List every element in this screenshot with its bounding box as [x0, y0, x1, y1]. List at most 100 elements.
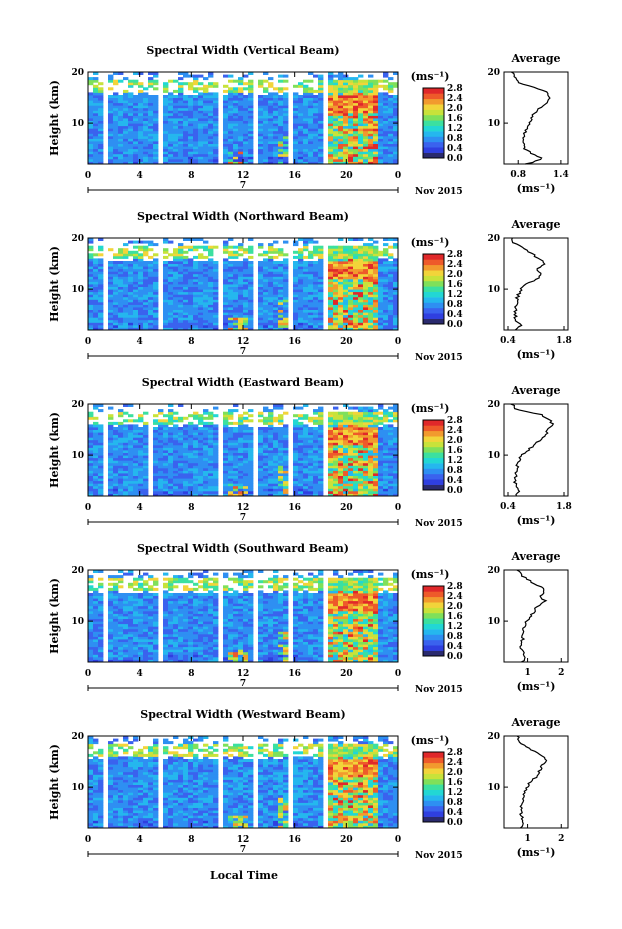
heatmap-cell	[143, 457, 149, 461]
heatmap-cell	[298, 95, 304, 98]
heatmap-cell	[378, 110, 384, 114]
heatmap-cell	[93, 442, 99, 446]
heatmap-cell	[203, 84, 209, 88]
heatmap-cell	[343, 322, 349, 326]
heatmap-cell	[228, 452, 234, 456]
heatmap-cell	[198, 314, 204, 318]
heatmap-cell	[318, 118, 324, 121]
heatmap-cell	[243, 261, 249, 264]
heatmap-cell	[98, 437, 104, 441]
heatmap-cell	[333, 245, 339, 249]
heatmap-cell	[248, 92, 254, 96]
heatmap-cell	[283, 319, 289, 323]
heatmap-cell	[93, 319, 99, 323]
heatmap-cell	[213, 151, 219, 155]
heatmap-cell	[143, 138, 149, 142]
heatmap-cell	[303, 483, 309, 487]
heatmap-cell	[348, 110, 354, 114]
heatmap-cell	[213, 475, 219, 479]
heatmap-cell	[328, 148, 334, 152]
heatmap-cell	[333, 250, 339, 254]
heatmap-cell	[163, 240, 169, 244]
heatmap-cell	[393, 284, 399, 287]
heatmap-cell	[198, 158, 204, 162]
heatmap-cell	[338, 118, 344, 121]
heatmap-cell	[223, 286, 229, 290]
heatmap-cell	[293, 442, 299, 446]
heatmap-cell	[328, 143, 334, 147]
heatmap-cell	[88, 284, 94, 287]
heatmap-cell	[193, 475, 199, 479]
heatmap-cell	[193, 314, 199, 318]
heatmap-cell	[128, 447, 134, 451]
heatmap-cell	[118, 450, 124, 453]
heatmap-cell	[113, 107, 119, 111]
heatmap-cell	[183, 72, 189, 75]
heatmap-cell	[283, 74, 289, 78]
heatmap-cell	[248, 143, 254, 147]
heatmap-cell	[348, 271, 354, 275]
heatmap-cell	[238, 434, 244, 438]
heatmap-cell	[198, 427, 204, 430]
heatmap-cell	[358, 268, 364, 272]
heatmap-cell	[128, 488, 134, 492]
heatmap-cell	[343, 130, 349, 134]
heatmap-cell	[183, 488, 189, 492]
heatmap-cell	[213, 309, 219, 313]
heatmap-cell	[133, 457, 139, 461]
heatmap-cell	[198, 473, 204, 476]
heatmap-cell	[368, 146, 374, 150]
heatmap-cell	[93, 444, 99, 448]
heatmap-cell	[163, 125, 169, 129]
heatmap-cell	[128, 309, 134, 313]
heatmap-cell	[268, 248, 274, 252]
heatmap-cell	[123, 432, 129, 436]
heatmap-cell	[143, 268, 149, 272]
heatmap-cell	[198, 120, 204, 124]
heatmap-cell	[248, 146, 254, 150]
heatmap-cell	[213, 452, 219, 456]
heatmap-cell	[278, 284, 284, 287]
heatmap-cell	[123, 452, 129, 456]
heatmap-cell	[168, 434, 174, 438]
heatmap-cell	[188, 304, 194, 308]
heatmap-cell	[318, 146, 324, 150]
heatmap-cell	[353, 304, 359, 308]
heatmap-cell	[318, 95, 324, 98]
heatmap-cell	[338, 158, 344, 162]
heatmap-cell	[293, 146, 299, 150]
heatmap-cell	[368, 125, 374, 129]
heatmap-cell	[193, 284, 199, 287]
heatmap-cell	[128, 284, 134, 287]
heatmap-cell	[183, 319, 189, 323]
heatmap-cell	[208, 465, 214, 469]
heatmap-cell	[118, 284, 124, 287]
heatmap-cell	[108, 151, 114, 155]
heatmap-cell	[193, 483, 199, 487]
heatmap-cell	[308, 327, 314, 331]
heatmap-cell	[143, 304, 149, 308]
heatmap-cell	[268, 158, 274, 162]
heatmap-cell	[373, 312, 379, 316]
heatmap-cell	[208, 105, 214, 109]
heatmap-cell	[118, 460, 124, 464]
heatmap-cell	[308, 115, 314, 119]
heatmap-cell	[303, 480, 309, 484]
heatmap-cell	[178, 493, 184, 497]
heatmap-cell	[213, 263, 219, 267]
heatmap-cell	[268, 322, 274, 326]
heatmap-cell	[108, 289, 114, 293]
heatmap-cell	[278, 452, 284, 456]
heatmap-cell	[268, 424, 274, 428]
heatmap-cell	[128, 319, 134, 323]
heatmap-cell	[363, 87, 369, 91]
heatmap-cell	[233, 317, 239, 321]
heatmap-cell	[228, 485, 234, 489]
heatmap-cell	[108, 281, 114, 285]
heatmap-cell	[188, 475, 194, 479]
heatmap-cell	[348, 276, 354, 280]
heatmap-cell	[293, 419, 299, 423]
heatmap-cell	[278, 95, 284, 98]
heatmap-cell	[188, 442, 194, 446]
heatmap-cell	[153, 478, 159, 482]
